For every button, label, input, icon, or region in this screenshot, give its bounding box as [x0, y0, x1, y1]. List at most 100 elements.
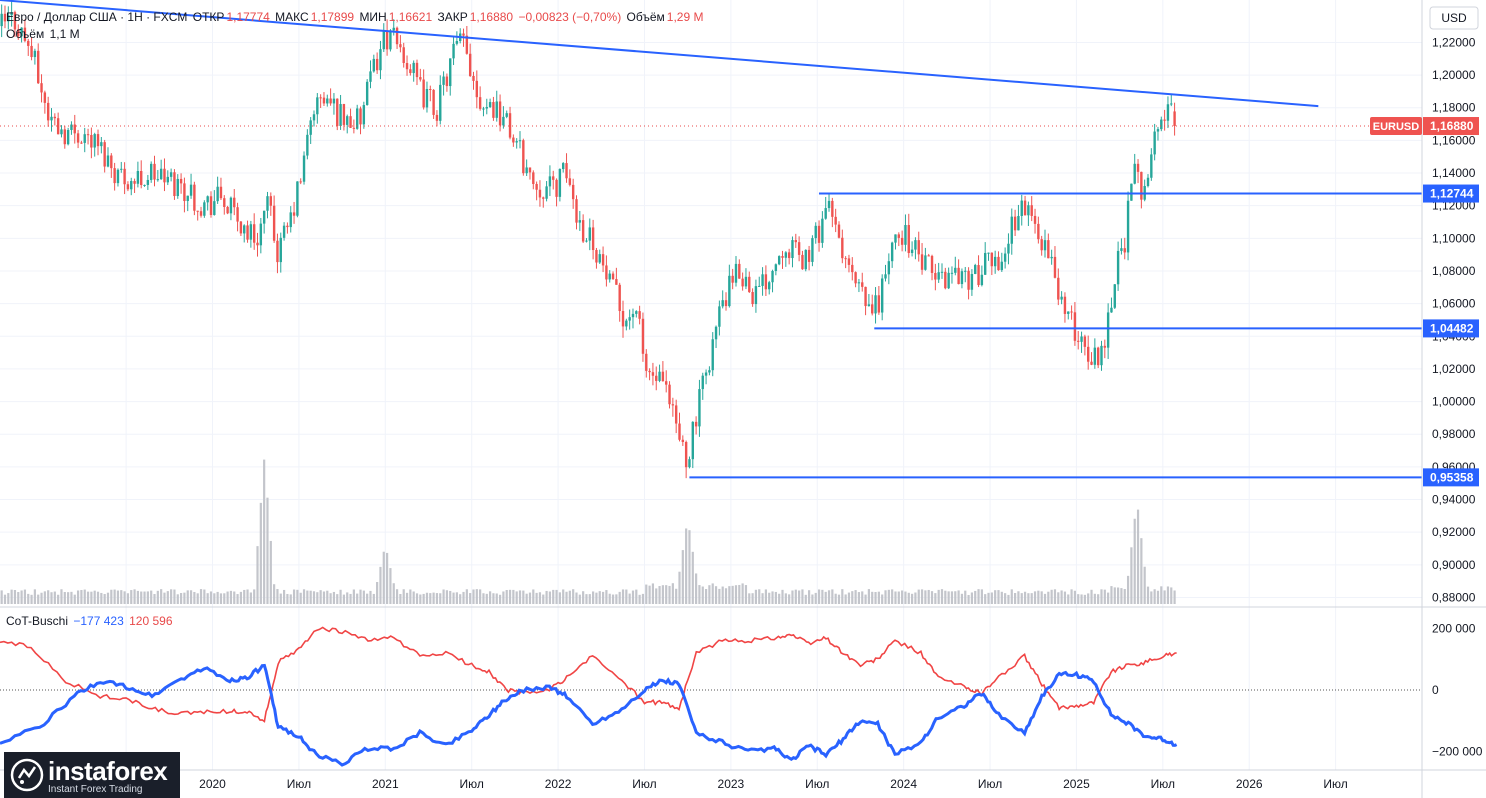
candle-body — [136, 170, 140, 184]
candle-body — [731, 275, 734, 283]
volume-bar — [555, 589, 558, 604]
volume-bar — [907, 592, 910, 604]
volume-bar — [273, 584, 276, 604]
candle-body — [1060, 296, 1063, 300]
candle-body — [449, 58, 452, 87]
cot-name[interactable]: CoT-Buschi — [6, 614, 69, 628]
volume-bar — [83, 589, 86, 604]
volume-bar — [435, 593, 439, 604]
volume-bar — [1090, 589, 1093, 604]
candle-body — [405, 63, 409, 70]
candle-body — [1170, 103, 1173, 105]
candle-body — [535, 183, 538, 190]
volume-bar — [53, 591, 56, 604]
candle-body — [917, 240, 920, 255]
volume-bar — [498, 594, 502, 604]
candle-body — [791, 240, 794, 259]
volume-bar — [798, 590, 801, 604]
candle-body — [173, 172, 176, 197]
candle-body — [1106, 312, 1110, 348]
volume-bar — [784, 593, 787, 604]
candle-body — [1073, 312, 1077, 341]
volume-bar — [821, 589, 824, 604]
volume-bar — [459, 594, 462, 604]
candle-body — [1063, 296, 1067, 314]
volume-bar — [628, 593, 631, 604]
volume-bar — [1000, 591, 1003, 604]
volume-bar — [781, 589, 784, 604]
volume-bar — [93, 590, 96, 604]
volume-bar — [512, 589, 515, 604]
candle-body — [578, 220, 582, 223]
candle-body — [718, 306, 721, 327]
volume-bar — [209, 591, 213, 604]
volume-bar — [1133, 518, 1136, 604]
candle-body — [638, 311, 641, 319]
volume-row-label[interactable]: Объём — [6, 27, 45, 41]
candle-body — [46, 102, 50, 121]
volume-bar — [249, 592, 252, 604]
volume-bar — [1136, 509, 1140, 604]
x-tick-label: 2024 — [890, 777, 917, 791]
volume-bar — [359, 589, 362, 604]
volume-bar — [136, 590, 139, 604]
volume-bar — [1110, 586, 1113, 604]
volume-bar — [342, 594, 346, 604]
volume-bar — [409, 589, 412, 604]
candle-body — [419, 77, 422, 80]
candle-body — [538, 189, 542, 198]
candle-body — [266, 196, 269, 211]
volume-bar — [691, 551, 694, 604]
candle-body — [904, 225, 907, 245]
volume-bar — [861, 591, 864, 604]
candle-body — [927, 255, 930, 257]
candle-body — [83, 134, 86, 143]
candle-body — [641, 318, 645, 354]
volume-bar — [817, 589, 821, 604]
volume-bar — [279, 593, 282, 604]
volume-bar — [143, 591, 146, 604]
instaforex-logo-icon — [10, 758, 44, 792]
volume-bar — [256, 546, 259, 604]
candle-body — [113, 168, 116, 184]
x-tick-label: Июл — [460, 777, 484, 791]
candle-body — [482, 108, 485, 110]
volume-bar — [366, 593, 369, 604]
volume-bar — [505, 589, 508, 604]
volume-bar — [316, 592, 319, 604]
volume-bar — [465, 589, 468, 604]
candle-body — [276, 240, 279, 263]
candle-body — [625, 320, 628, 327]
candle-body — [937, 272, 940, 280]
candle-body — [439, 84, 442, 121]
level-price-tag — [1423, 319, 1479, 338]
resistance-trendline — [0, 0, 1319, 108]
candle-body — [432, 89, 435, 115]
volume-bar — [721, 586, 724, 604]
candle-body — [601, 254, 605, 266]
candle-body — [721, 300, 724, 307]
candle-body — [515, 141, 518, 143]
candle-body — [409, 69, 412, 74]
candle-body — [1126, 200, 1130, 253]
volume-bar — [548, 591, 552, 604]
candle-body — [349, 116, 352, 128]
volume-bar — [130, 590, 133, 604]
candle-body — [146, 179, 150, 185]
volume-bar — [106, 592, 110, 604]
volume-bar — [930, 591, 934, 604]
candle-body — [219, 186, 223, 199]
candle-body — [1027, 205, 1030, 216]
candle-body — [465, 35, 469, 54]
volume-bar — [266, 497, 269, 604]
candle-body — [528, 167, 532, 173]
candle-body — [508, 113, 512, 138]
volume-bar — [80, 589, 83, 604]
volume-bar — [20, 590, 23, 604]
volume-bar — [60, 589, 63, 604]
symbol-title[interactable]: Евро / Доллар США · 1Н · FXCM — [6, 10, 188, 24]
volume-bar — [282, 589, 286, 604]
volume-bar — [1083, 594, 1086, 604]
